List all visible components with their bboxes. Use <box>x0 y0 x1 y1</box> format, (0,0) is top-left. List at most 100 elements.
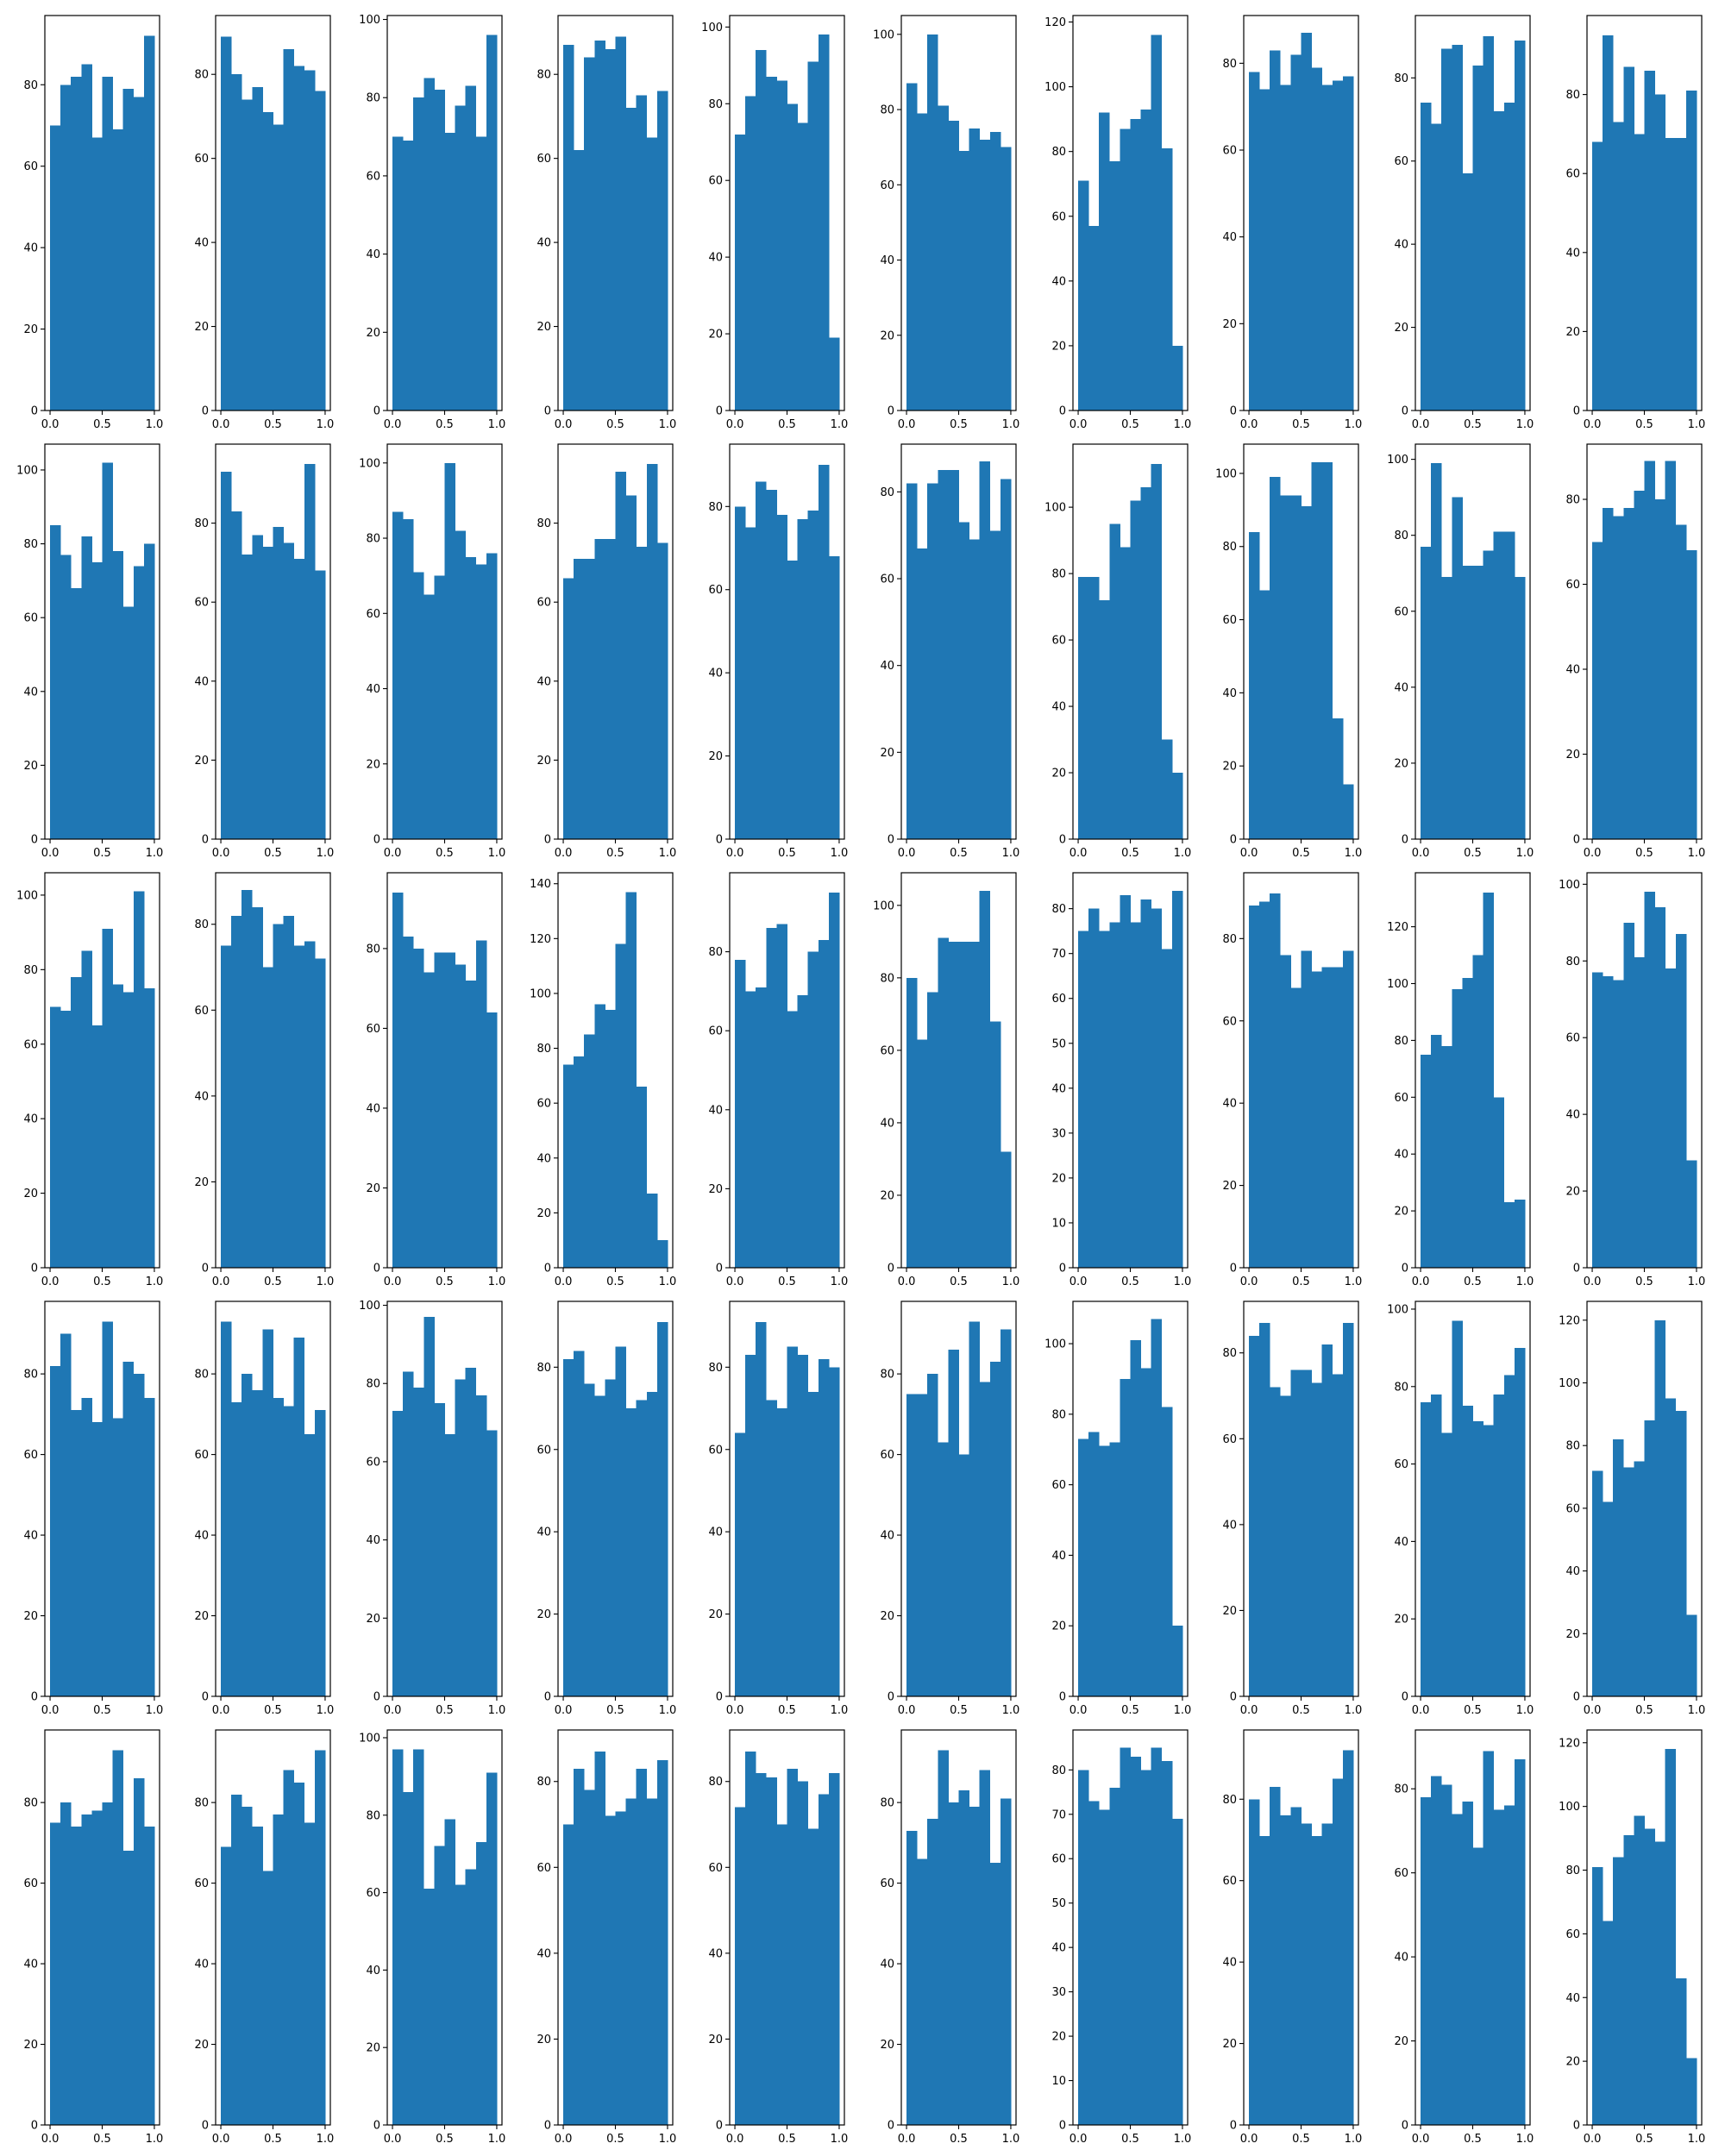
y-tick-label: 0 <box>1230 1263 1237 1275</box>
histogram-bar <box>262 547 273 839</box>
y-tick-label: 0 <box>888 834 894 847</box>
histogram-panel: 0 20 40 60 80 0.0 0.5 1.0 <box>880 443 1019 860</box>
histogram-bar <box>1321 462 1333 839</box>
histogram-bar <box>293 945 305 1268</box>
histogram-bar <box>304 1434 316 1696</box>
x-tick-label: 0.5 <box>93 1704 111 1717</box>
histogram-bar <box>797 994 809 1268</box>
x-tick-label: 0.0 <box>555 1704 573 1717</box>
histogram-bar <box>1603 976 1614 1268</box>
histogram-bar <box>1270 50 1281 411</box>
histogram-bar <box>756 1321 767 1696</box>
histogram-bar <box>231 511 242 839</box>
x-tick-label: 0.0 <box>1412 1275 1430 1288</box>
histogram-bar <box>1109 1442 1120 1696</box>
y-tick-label: 100 <box>359 1300 380 1313</box>
y-tick-label: 80 <box>1394 1035 1408 1048</box>
y-tick-label: 40 <box>708 252 723 265</box>
x-tick-label: 1.0 <box>1345 418 1363 431</box>
y-tick-label: 60 <box>366 1023 380 1036</box>
histogram-bar <box>615 472 626 839</box>
x-tick-label: 0.0 <box>212 1275 230 1288</box>
histogram-bar <box>423 594 435 839</box>
y-tick-label: 80 <box>1394 72 1408 85</box>
x-tick-label: 1.0 <box>146 1275 164 1288</box>
x-tick-label: 1.0 <box>1002 1704 1020 1717</box>
histogram-bar <box>314 91 326 411</box>
histogram-bar <box>818 1794 830 2125</box>
y-tick-label: 60 <box>1565 1032 1580 1045</box>
histogram-bar <box>656 1759 668 2125</box>
histogram-bar <box>1161 1407 1173 1696</box>
histogram-bar <box>262 112 273 411</box>
x-tick-label: 1.0 <box>831 418 849 431</box>
y-tick-label: 80 <box>366 92 380 105</box>
y-tick-label: 100 <box>1559 1801 1580 1814</box>
histogram-bar <box>1685 91 1697 411</box>
x-tick-label: 0.5 <box>1464 2133 1482 2146</box>
histogram-bar <box>403 1791 414 2125</box>
histogram-bar <box>1130 922 1141 1268</box>
histogram-panel: 0 20 40 60 80 0.0 0.5 1.0 <box>194 1729 334 2146</box>
x-tick-label: 0.5 <box>1121 1275 1139 1288</box>
histogram-bar <box>1472 1421 1484 1696</box>
histogram-panel: 0 20 40 60 80 0.0 0.5 1.0 <box>194 443 334 860</box>
histogram-panel: 0 20 40 60 80 100 0.0 0.5 1.0 <box>359 443 505 860</box>
histogram-bar <box>1000 479 1012 839</box>
histogram-bar <box>231 915 242 1268</box>
y-tick-label: 40 <box>1565 247 1580 260</box>
histogram-bar <box>486 553 498 839</box>
x-tick-label: 0.0 <box>726 847 744 860</box>
histogram-bar <box>1431 123 1442 411</box>
y-tick-label: 60 <box>880 573 894 586</box>
histogram-bar <box>807 61 819 411</box>
x-tick-label: 1.0 <box>488 1704 506 1717</box>
histogram-bar <box>615 1346 626 1696</box>
y-tick-label: 20 <box>708 750 723 763</box>
histogram-bar <box>423 1889 435 2125</box>
y-tick-label: 20 <box>1051 1172 1066 1185</box>
y-tick-label: 80 <box>1394 1381 1408 1394</box>
y-tick-label: 60 <box>23 1038 38 1051</box>
y-tick-label: 80 <box>1222 58 1237 71</box>
x-tick-label: 1.0 <box>1345 1704 1363 1717</box>
histogram-bar <box>735 1807 746 2125</box>
y-tick-label: 40 <box>708 1526 723 1539</box>
histogram-bar <box>1654 94 1666 411</box>
y-tick-label: 20 <box>366 327 380 340</box>
histogram-bar <box>938 1750 949 2125</box>
histogram-bar <box>252 535 263 839</box>
histogram-bar <box>625 108 637 411</box>
histogram-bar <box>1078 931 1089 1268</box>
histogram-bar <box>273 1814 284 2125</box>
histogram-bar <box>133 1374 145 1696</box>
histogram-bar <box>958 941 969 1268</box>
y-tick-label: 0 <box>716 405 723 418</box>
y-tick-label: 80 <box>1051 1408 1066 1421</box>
histogram-panel: 0 20 40 60 80 0.0 0.5 1.0 <box>194 1300 334 1717</box>
x-tick-label: 1.0 <box>1688 847 1706 860</box>
y-tick-label: 100 <box>701 22 723 34</box>
histogram-bar <box>1249 531 1260 839</box>
histogram-bar <box>584 1789 595 2125</box>
x-tick-label: 1.0 <box>1345 1275 1363 1288</box>
histogram-bar <box>444 133 455 411</box>
histogram-bar <box>475 1395 487 1696</box>
x-tick-label: 0.0 <box>1584 847 1602 860</box>
y-tick-label: 40 <box>1222 1519 1237 1532</box>
histogram-bar <box>807 511 819 839</box>
y-tick-label: 60 <box>880 1877 894 1890</box>
histogram-panel: 0 20 40 60 80 0.0 0.5 1.0 <box>1394 15 1534 431</box>
histogram-bar <box>1503 1202 1515 1268</box>
histogram-bar <box>1665 461 1677 839</box>
histogram-bar <box>252 906 263 1268</box>
histogram-bar <box>1462 173 1473 411</box>
y-tick-label: 80 <box>366 1809 380 1822</box>
y-tick-label: 100 <box>873 899 894 912</box>
histogram-bar <box>143 543 155 839</box>
histogram-bar <box>605 538 616 839</box>
histogram-bar <box>1109 1787 1120 2125</box>
y-tick-label: 60 <box>23 160 38 173</box>
histogram-bar <box>231 1401 242 1696</box>
x-tick-label: 0.0 <box>726 2133 744 2146</box>
